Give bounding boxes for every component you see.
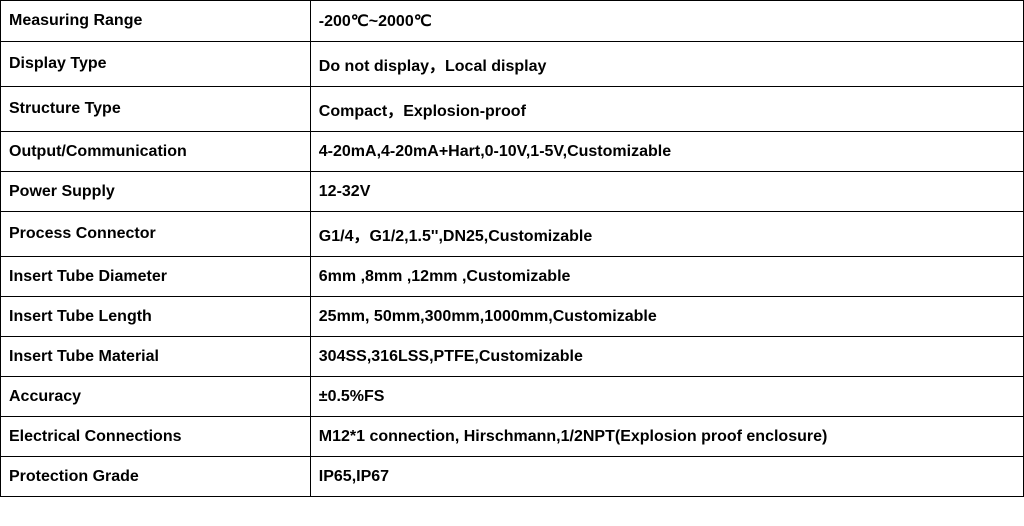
spec-value: 304SS,316LSS,PTFE,Customizable [310,337,1023,377]
spec-label: Process Connector [1,212,311,257]
spec-label: Display Type [1,42,311,87]
table-row: Display Type Do not display，Local displa… [1,42,1024,87]
spec-value: M12*1 connection, Hirschmann,1/2NPT(Expl… [310,417,1023,457]
table-row: Power Supply 12-32V [1,172,1024,212]
spec-label: Insert Tube Length [1,297,311,337]
spec-value: 4-20mA,4-20mA+Hart,0-10V,1-5V,Customizab… [310,132,1023,172]
spec-value: IP65,IP67 [310,457,1023,497]
spec-label: Power Supply [1,172,311,212]
table-row: Measuring Range -200℃~2000℃ [1,1,1024,42]
spec-value: 12-32V [310,172,1023,212]
spec-value: Compact，Explosion-proof [310,87,1023,132]
table-row: Output/Communication 4-20mA,4-20mA+Hart,… [1,132,1024,172]
table-row: Insert Tube Diameter 6mm ,8mm ,12mm ,Cus… [1,257,1024,297]
spec-label: Output/Communication [1,132,311,172]
spec-table: Measuring Range -200℃~2000℃ Display Type… [0,0,1024,497]
spec-value: Do not display，Local display [310,42,1023,87]
spec-label: Protection Grade [1,457,311,497]
spec-value: G1/4，G1/2,1.5'',DN25,Customizable [310,212,1023,257]
table-row: Process Connector G1/4，G1/2,1.5'',DN25,C… [1,212,1024,257]
spec-value: 25mm, 50mm,300mm,1000mm,Customizable [310,297,1023,337]
table-row: Insert Tube Length 25mm, 50mm,300mm,1000… [1,297,1024,337]
spec-label: Electrical Connections [1,417,311,457]
table-row: Electrical Connections M12*1 connection,… [1,417,1024,457]
table-row: Accuracy ±0.5%FS [1,377,1024,417]
spec-label: Measuring Range [1,1,311,42]
spec-label: Structure Type [1,87,311,132]
table-row: Structure Type Compact，Explosion-proof [1,87,1024,132]
spec-label: Insert Tube Diameter [1,257,311,297]
spec-value: 6mm ,8mm ,12mm ,Customizable [310,257,1023,297]
spec-value: ±0.5%FS [310,377,1023,417]
spec-label: Insert Tube Material [1,337,311,377]
table-row: Insert Tube Material 304SS,316LSS,PTFE,C… [1,337,1024,377]
spec-table-body: Measuring Range -200℃~2000℃ Display Type… [1,1,1024,497]
spec-value: -200℃~2000℃ [310,1,1023,42]
spec-label: Accuracy [1,377,311,417]
table-row: Protection Grade IP65,IP67 [1,457,1024,497]
